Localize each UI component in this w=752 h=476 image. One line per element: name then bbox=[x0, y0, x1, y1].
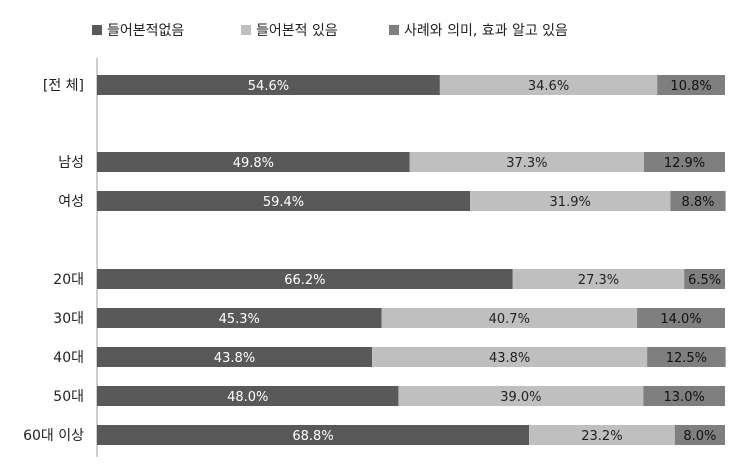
legend-swatch-3 bbox=[389, 25, 399, 35]
data-label-series-2: 43.8% bbox=[489, 351, 530, 366]
data-label-series-1: 49.8% bbox=[233, 156, 274, 171]
bar-segment-series-2 bbox=[409, 152, 644, 172]
data-label-series-1: 68.8% bbox=[292, 429, 333, 444]
data-label-series-3: 8.8% bbox=[681, 195, 714, 210]
data-label-series-3: 12.9% bbox=[664, 156, 705, 171]
data-label-series-2: 23.2% bbox=[581, 429, 622, 444]
data-label-series-1: 54.6% bbox=[248, 79, 289, 94]
bar-segment-series-1 bbox=[97, 347, 373, 367]
bar-segment-series-3 bbox=[637, 308, 725, 328]
bar-segment-series-2 bbox=[372, 347, 648, 367]
legend-swatch-1 bbox=[92, 25, 102, 35]
category-label: 50대 bbox=[53, 389, 84, 405]
bar-segment-series-1 bbox=[97, 308, 382, 328]
data-label-series-1: 48.0% bbox=[227, 390, 268, 405]
bar-segment-series-3 bbox=[647, 347, 726, 367]
bar-segment-series-3 bbox=[643, 386, 725, 406]
bar-segment-series-3 bbox=[643, 152, 725, 172]
legend: 들어본적없음 들어본적 있음 사례와 의미, 효과 알고 있음 bbox=[92, 23, 568, 39]
bar-segment-series-2 bbox=[470, 191, 671, 211]
data-label-series-1: 59.4% bbox=[263, 195, 304, 210]
data-label-series-1: 66.2% bbox=[284, 273, 325, 288]
data-label-series-3: 8.0% bbox=[683, 429, 716, 444]
category-label: 60대 이상 bbox=[23, 428, 84, 444]
bar-segment-series-3 bbox=[674, 425, 725, 445]
data-label-series-2: 34.6% bbox=[528, 79, 569, 94]
data-label-series-2: 37.3% bbox=[506, 156, 547, 171]
bar-segment-series-2 bbox=[512, 269, 685, 289]
bar-segment-series-2 bbox=[398, 386, 644, 406]
data-label-series-2: 27.3% bbox=[578, 273, 619, 288]
data-label-series-3: 12.5% bbox=[666, 351, 707, 366]
legend-swatch-2 bbox=[241, 25, 251, 35]
data-label-series-2: 39.0% bbox=[500, 390, 541, 405]
bar-segment-series-3 bbox=[670, 191, 726, 211]
bar-segment-series-1 bbox=[97, 75, 440, 95]
bar-segment-series-2 bbox=[529, 425, 675, 445]
legend-label-3: 사례와 의미, 효과 알고 있음 bbox=[404, 23, 568, 39]
category-label: [전 체] bbox=[43, 78, 84, 94]
bar-segment-series-1 bbox=[97, 425, 530, 445]
bar-segment-series-3 bbox=[657, 75, 725, 95]
data-label-series-1: 45.3% bbox=[219, 312, 260, 327]
data-label-series-2: 40.7% bbox=[489, 312, 530, 327]
data-label-series-1: 43.8% bbox=[214, 351, 255, 366]
bar-segment-series-1 bbox=[97, 386, 399, 406]
legend-label-1: 들어본적없음 bbox=[107, 23, 184, 39]
bar-segment-series-1 bbox=[97, 191, 471, 211]
category-label: 20대 bbox=[53, 272, 84, 288]
category-label: 남성 bbox=[58, 155, 84, 171]
bar-segment-series-3 bbox=[684, 269, 725, 289]
legend-label-2: 들어본적 있음 bbox=[256, 23, 338, 39]
category-label: 40대 bbox=[53, 350, 84, 366]
bar-segment-series-1 bbox=[97, 152, 410, 172]
data-label-series-3: 10.8% bbox=[670, 79, 711, 94]
category-label: 여성 bbox=[58, 194, 84, 210]
category-label: 30대 bbox=[53, 311, 84, 327]
data-label-series-3: 13.0% bbox=[664, 390, 705, 405]
data-label-series-3: 14.0% bbox=[660, 312, 701, 327]
bar-segment-series-2 bbox=[439, 75, 658, 95]
bar-segment-series-2 bbox=[381, 308, 638, 328]
data-label-series-3: 6.5% bbox=[688, 273, 721, 288]
bars: 54.6% 34.6% 10.8% 49.8% 37.3% 12.9% 59.4% 31.9%… bbox=[97, 75, 726, 445]
bar-segment-series-1 bbox=[97, 269, 513, 289]
data-label-series-2: 31.9% bbox=[550, 195, 591, 210]
